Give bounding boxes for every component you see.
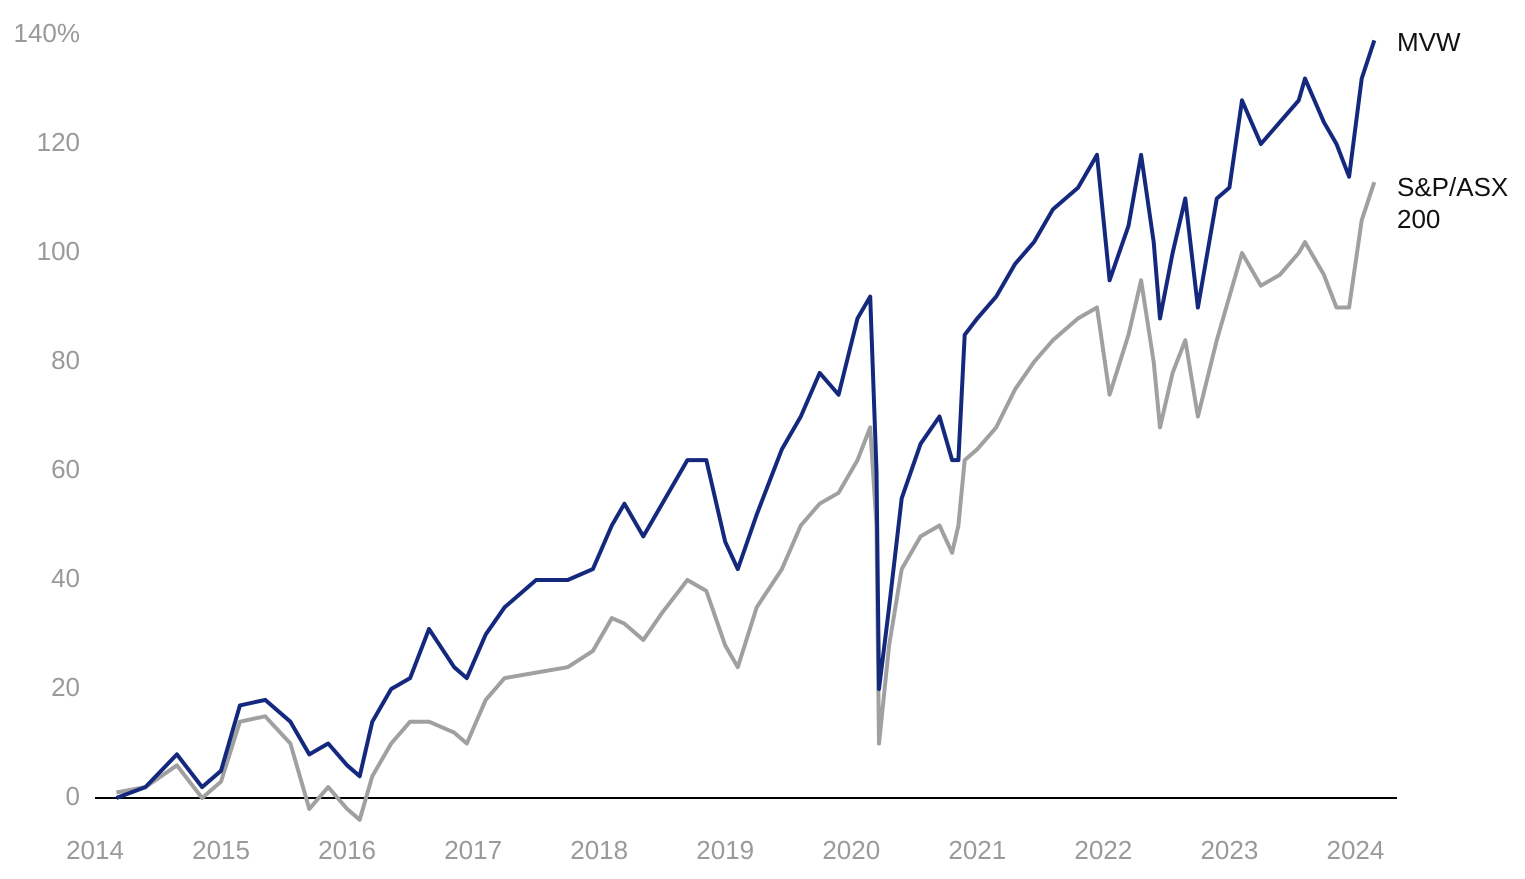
y-tick-label: 140% (14, 18, 81, 48)
y-tick-label: 120 (37, 127, 80, 157)
x-tick-label: 2024 (1326, 835, 1384, 865)
x-tick-label: 2023 (1200, 835, 1258, 865)
x-tick-label: 2020 (822, 835, 880, 865)
y-tick-label: 20 (51, 672, 80, 702)
series-line (116, 181, 1377, 822)
series-line (115, 39, 1377, 800)
series-label: MVW (1397, 27, 1461, 57)
y-tick-label: 0 (66, 781, 80, 811)
y-tick-label: 60 (51, 454, 80, 484)
y-tick-label: 80 (51, 345, 80, 375)
x-tick-label: 2022 (1074, 835, 1132, 865)
x-tick-label: 2016 (318, 835, 376, 865)
x-tick-label: 2014 (66, 835, 124, 865)
x-tick-label: 2021 (948, 835, 1006, 865)
series-label: S&P/ASX 200 (1397, 172, 1509, 234)
y-tick-label: 100 (37, 236, 80, 266)
x-tick-label: 2019 (696, 835, 754, 865)
x-tick-label: 2018 (570, 835, 628, 865)
y-tick-label: 40 (51, 563, 80, 593)
x-tick-label: 2015 (192, 835, 250, 865)
x-tick-label: 2017 (444, 835, 502, 865)
